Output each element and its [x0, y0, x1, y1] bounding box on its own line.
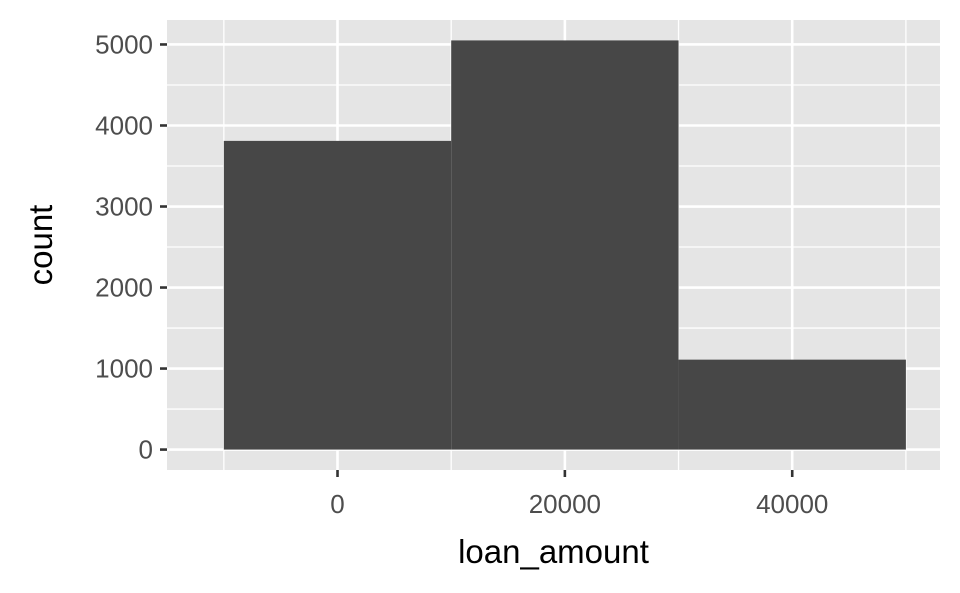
y-axis-title: count [22, 205, 59, 286]
histogram-bar [678, 359, 906, 450]
axes: 0 20000 40000 0 1000 2000 3000 4000 5000 [95, 29, 828, 519]
x-axis-title: loan_amount [458, 533, 649, 570]
y-tick-label: 0 [139, 435, 153, 465]
histogram-bar [223, 140, 452, 450]
histogram-bars [223, 40, 906, 450]
x-tick-label: 0 [330, 489, 344, 519]
y-tick-label: 1000 [95, 354, 153, 384]
y-tick-label: 5000 [95, 29, 153, 59]
x-tick-label: 20000 [529, 489, 601, 519]
y-tick-label: 4000 [95, 110, 153, 140]
y-tick-label: 2000 [95, 273, 153, 303]
histogram-bar [451, 40, 679, 450]
x-tick-label: 40000 [756, 489, 828, 519]
y-tick-label: 3000 [95, 192, 153, 222]
